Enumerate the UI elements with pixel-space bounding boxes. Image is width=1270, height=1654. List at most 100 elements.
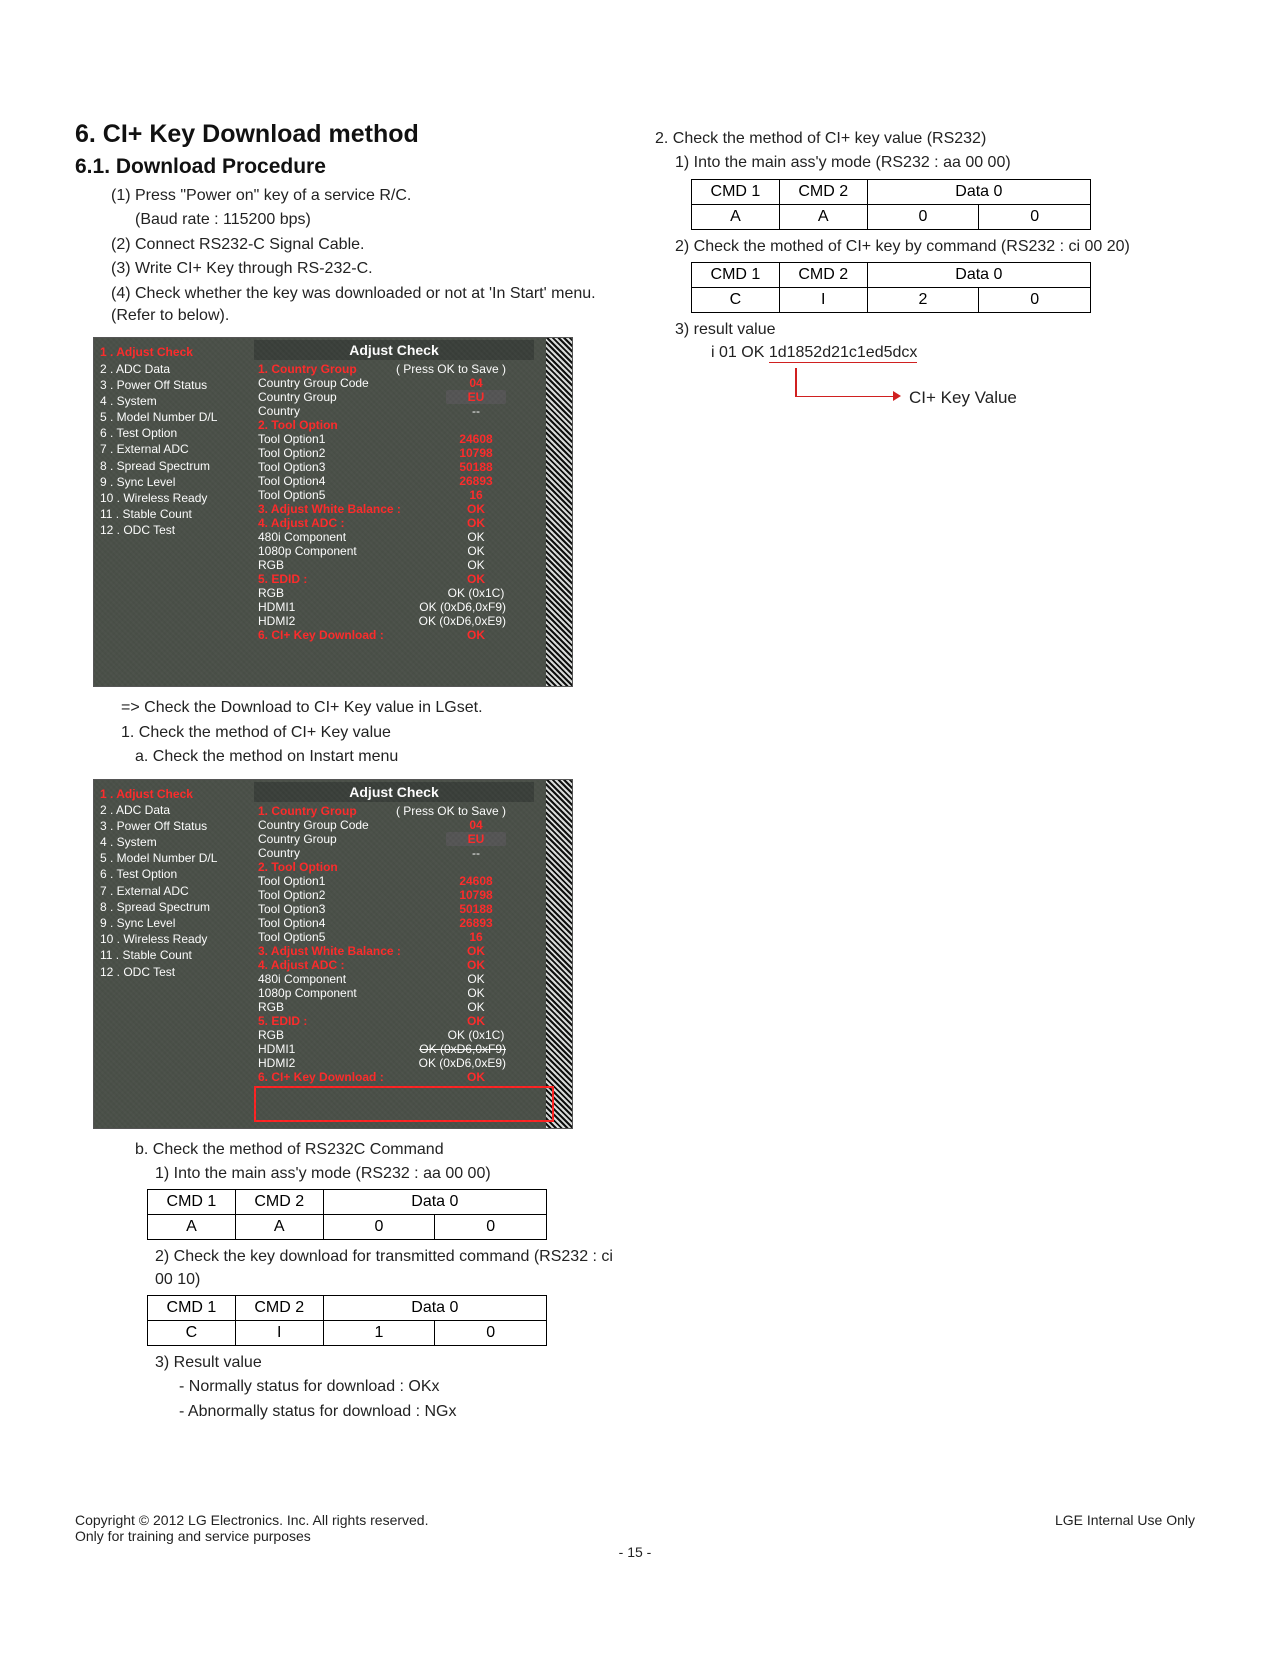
osd-value: 26893: [446, 916, 506, 930]
osd-side-item: 10 . Wireless Ready: [100, 490, 250, 506]
osd-value: OK: [446, 1000, 506, 1014]
key-value-arrow: CI+ Key Value: [795, 368, 1195, 414]
osd-side-item: 11 . Stable Count: [100, 947, 250, 963]
td: 0: [979, 288, 1091, 313]
page-footer: Copyright © 2012 LG Electronics. Inc. Al…: [75, 1512, 1195, 1544]
osd-value: 50188: [446, 902, 506, 916]
check-method-1a: a. Check the method on Instart menu: [135, 746, 615, 768]
left-column: 6. CI+ Key Download method 6.1. Download…: [75, 120, 615, 1425]
osd-side-item: 4 . System: [100, 393, 250, 409]
osd-key: 480i Component: [258, 530, 346, 544]
right-column: 2. Check the method of CI+ key value (RS…: [655, 128, 1195, 1425]
osd-key: HDMI2: [258, 1056, 295, 1070]
cmd-table-c: CMD 1 CMD 2 Data 0 A A 0 0: [691, 179, 1091, 230]
th-cmd2: CMD 2: [235, 1296, 323, 1321]
osd-main-panel: 1. Country Group( Press OK to Save ) Cou…: [258, 804, 542, 1084]
th-cmd2: CMD 2: [779, 179, 867, 204]
osd-value: EU: [446, 390, 506, 404]
td: I: [235, 1321, 323, 1346]
td: A: [148, 1215, 236, 1240]
footer-note: Only for training and service purposes: [75, 1528, 1195, 1544]
osd-side-item: 3 . Power Off Status: [100, 818, 250, 834]
result-ng: - Abnormally status for download : NGx: [179, 1401, 615, 1423]
osd-side-item: 12 . ODC Test: [100, 964, 250, 980]
right-step-2-1: 1) Into the main ass'y mode (RS232 : aa …: [675, 152, 1195, 174]
th-cmd1: CMD 1: [148, 1296, 236, 1321]
th-cmd1: CMD 1: [692, 179, 780, 204]
td: A: [692, 204, 780, 229]
osd-side-item: 7 . External ADC: [100, 883, 250, 899]
arrow-label: CI+ Key Value: [909, 388, 1017, 408]
osd-value: OK (0xD6,0xF9): [419, 1042, 506, 1056]
osd-side-item: 2 . ADC Data: [100, 802, 250, 818]
result-prefix: i 01 OK: [711, 344, 769, 361]
result-title: 3) Result value: [155, 1352, 615, 1374]
osd-side-item: 6 . Test Option: [100, 866, 250, 882]
osd-value: OK: [446, 1014, 506, 1028]
osd-static-band: [546, 338, 572, 686]
right-step-2-2: 2) Check the mothed of CI+ key by comman…: [675, 236, 1195, 258]
cmd-table-b: CMD 1 CMD 2 Data 0 C I 1 0: [147, 1295, 547, 1346]
check-method-1b: b. Check the method of RS232C Command: [135, 1139, 615, 1161]
osd-value: OK: [446, 544, 506, 558]
osd-key: 1080p Component: [258, 986, 357, 1000]
td: 2: [867, 288, 979, 313]
section-heading: 6. CI+ Key Download method: [75, 120, 615, 149]
osd-key: Country: [258, 846, 300, 860]
osd-value: OK: [446, 944, 506, 958]
osd-highlight-box: [254, 1086, 554, 1122]
osd-key: RGB: [258, 1000, 284, 1014]
osd-side-item: 9 . Sync Level: [100, 474, 250, 490]
osd-key: RGB: [258, 558, 284, 572]
osd-key: Country Group: [258, 832, 337, 846]
osd-group-title: 1. Country Group: [258, 362, 357, 376]
step-1: (1) Press "Power on" key of a service R/…: [111, 185, 615, 207]
osd-side-item: 1 . Adjust Check: [100, 786, 250, 802]
osd-value: OK: [446, 958, 506, 972]
th-data0: Data 0: [323, 1296, 546, 1321]
td: 0: [323, 1215, 435, 1240]
osd-group-title: 5. EDID :: [258, 572, 307, 586]
th-data0: Data 0: [323, 1190, 546, 1215]
osd-side-item: 10 . Wireless Ready: [100, 931, 250, 947]
osd-key: RGB: [258, 1028, 284, 1042]
osd-side-item: 2 . ADC Data: [100, 361, 250, 377]
th-data0: Data 0: [867, 263, 1090, 288]
td: 0: [867, 204, 979, 229]
right-step-2: 2. Check the method of CI+ key value (RS…: [655, 128, 1195, 150]
osd-sidebar: 1 . Adjust Check 2 . ADC Data 3 . Power …: [100, 786, 250, 980]
td: 0: [435, 1215, 547, 1240]
right-step-2-3: 3) result value: [675, 319, 1195, 341]
footer-right: LGE Internal Use Only: [1055, 1512, 1195, 1528]
osd-value: 24608: [446, 874, 506, 888]
subsection-heading: 6.1. Download Procedure: [75, 155, 615, 179]
osd-key: Tool Option5: [258, 488, 325, 502]
osd-group-hint: ( Press OK to Save ): [396, 362, 506, 376]
osd-value: --: [446, 846, 506, 860]
osd-value: 10798: [446, 888, 506, 902]
th-cmd2: CMD 2: [235, 1190, 323, 1215]
check-lead: => Check the Download to CI+ Key value i…: [121, 697, 615, 719]
page-number: - 15 -: [75, 1544, 1195, 1560]
two-column-layout: 6. CI+ Key Download method 6.1. Download…: [75, 120, 1195, 1425]
osd-key: Country Group Code: [258, 376, 369, 390]
osd-value: OK (0xD6,0xE9): [419, 614, 506, 628]
osd-key: Country Group: [258, 390, 337, 404]
td: C: [692, 288, 780, 313]
osd-side-item: 11 . Stable Count: [100, 506, 250, 522]
check-method-1: 1. Check the method of CI+ Key value: [121, 722, 615, 744]
th-cmd1: CMD 1: [148, 1190, 236, 1215]
osd-value: --: [446, 404, 506, 418]
osd-key: HDMI1: [258, 1042, 295, 1056]
osd-value: OK (0x1C): [446, 1028, 506, 1042]
osd-value: 50188: [446, 460, 506, 474]
osd-side-item: 9 . Sync Level: [100, 915, 250, 931]
osd-group-title: 6. CI+ Key Download :: [258, 628, 384, 642]
osd-key: Tool Option1: [258, 432, 325, 446]
osd-group-title: 3. Adjust White Balance :: [258, 502, 401, 516]
osd-value: OK: [446, 986, 506, 1000]
osd-key: 480i Component: [258, 972, 346, 986]
cmd-table-1-title: 1) Into the main ass'y mode (RS232 : aa …: [155, 1163, 615, 1185]
osd-key: Tool Option2: [258, 888, 325, 902]
arrow-segment: [795, 396, 895, 398]
